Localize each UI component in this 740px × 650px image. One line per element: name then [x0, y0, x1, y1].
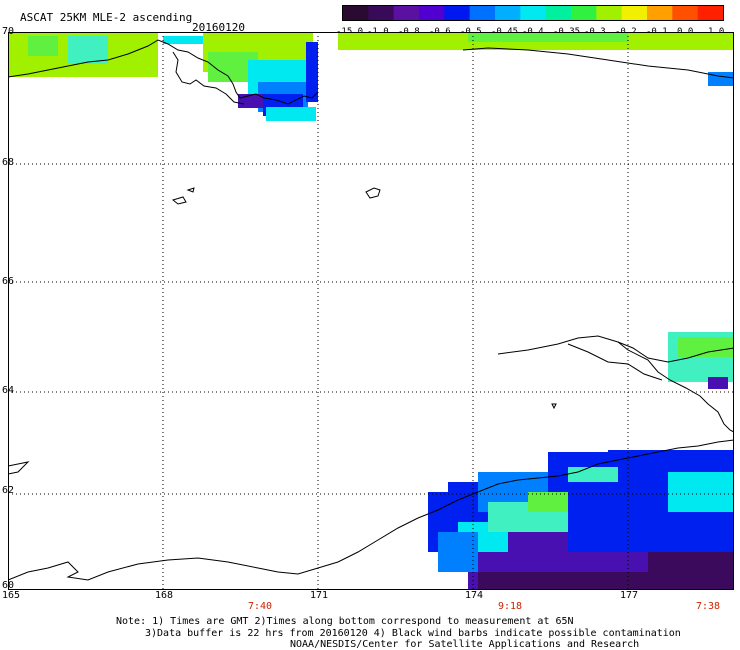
lat-label: 66 — [2, 276, 15, 287]
lat-label: 70 — [2, 26, 15, 37]
product-date: 20160120 — [192, 21, 245, 34]
wind-cell — [266, 107, 316, 121]
colorbar-segment — [571, 6, 597, 20]
coastline-north-west — [8, 39, 319, 105]
colorbar — [342, 5, 724, 21]
colorbar-segment — [393, 6, 420, 20]
lat-label: 60 — [2, 580, 15, 591]
map-frame — [8, 32, 734, 590]
colorbar-segment — [520, 6, 547, 20]
lat-lon-grid — [8, 32, 734, 590]
colorbar-segment — [368, 6, 395, 20]
wind-cell — [468, 32, 628, 42]
wind-cell — [708, 377, 728, 389]
coastlines — [8, 39, 734, 581]
island-kings — [365, 187, 381, 199]
lon-label: 171 — [310, 590, 329, 601]
coastline-alaska-mid — [497, 335, 734, 363]
colorbar-segment — [596, 6, 623, 20]
time-label: 9:18 — [498, 601, 523, 612]
island-small-1 — [551, 403, 557, 410]
coastline-siberia-south — [8, 461, 30, 475]
lon-label: 177 — [620, 590, 639, 601]
colorbar-segment — [647, 6, 673, 20]
time-label: 7:38 — [696, 601, 721, 612]
colorbar-segment — [672, 6, 699, 20]
wind-cell — [163, 36, 203, 44]
coastline-inlet-2 — [567, 343, 663, 381]
wind-cell — [678, 337, 734, 357]
time-label: 7:40 — [248, 601, 273, 612]
lon-label: 168 — [155, 590, 174, 601]
lat-label: 62 — [2, 485, 15, 496]
note-line-2: 3)Data buffer is 22 hrs from 20160120 4)… — [145, 628, 681, 639]
wind-cell — [478, 572, 678, 590]
lat-label: 64 — [2, 385, 15, 396]
wind-cell — [708, 72, 734, 86]
colorbar-segment — [545, 6, 572, 20]
colorbar-segment — [419, 6, 445, 20]
wind-cell — [438, 532, 478, 572]
note-line-3: NOAA/NESDIS/Center for Satellite Applica… — [290, 639, 640, 650]
colorbar-segment — [621, 6, 648, 20]
coastline-siberia — [8, 439, 734, 581]
colorbar-segment — [697, 6, 724, 20]
lon-label: 165 — [2, 590, 21, 601]
wind-cell — [668, 472, 734, 512]
lon-label: 174 — [465, 590, 484, 601]
coastline-north-east — [462, 47, 734, 79]
wind-cell — [306, 42, 318, 102]
note-line-1: Note: 1) Times are GMT 2)Times along bot… — [116, 616, 574, 627]
coastline-north-bay — [172, 51, 245, 105]
lat-label: 68 — [2, 157, 15, 168]
colorbar-segment — [495, 6, 521, 20]
wind-cell — [28, 36, 58, 56]
product-title: ASCAT 25KM MLE-2 ascending — [20, 11, 193, 24]
island-st-lawrence-1 — [171, 196, 187, 205]
colorbar-border — [342, 5, 724, 21]
wind-cell — [568, 467, 618, 482]
island-st-lawrence-2 — [186, 187, 195, 193]
wind-cell — [68, 36, 108, 64]
colorbar-segment — [444, 6, 471, 20]
map-border — [8, 32, 734, 590]
wind-swaths — [8, 32, 734, 590]
colorbar-segment — [343, 6, 369, 20]
colorbar-segment — [469, 6, 496, 20]
wind-cell — [238, 94, 268, 108]
